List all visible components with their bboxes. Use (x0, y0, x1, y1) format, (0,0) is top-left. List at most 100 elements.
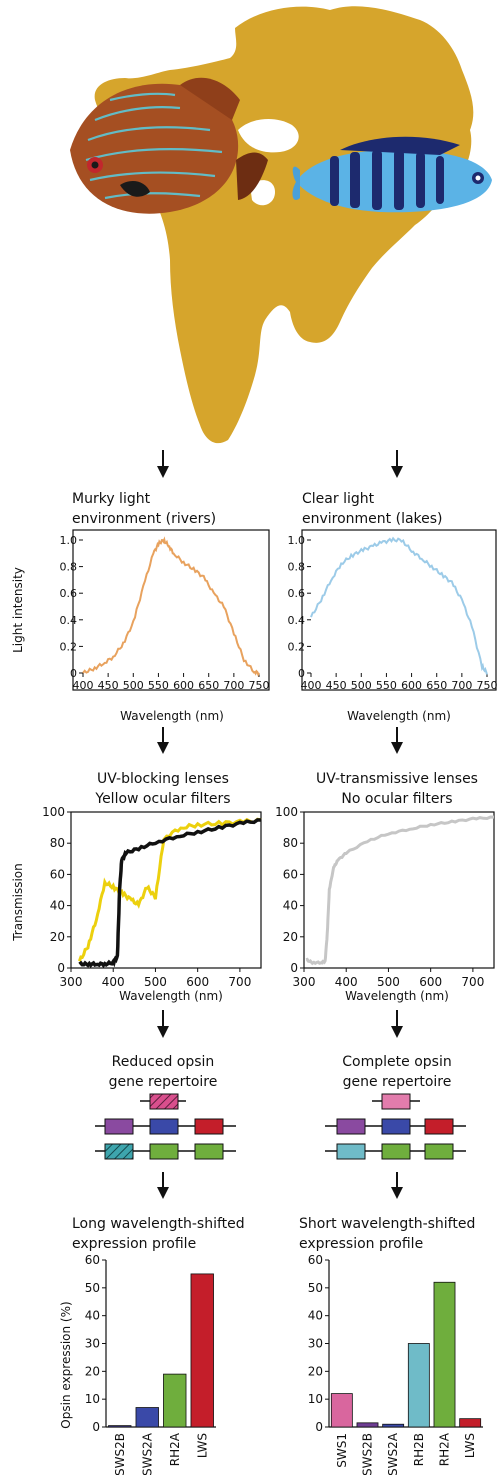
y-tick-label: 30 (308, 1337, 323, 1351)
opsin-gene-box (381, 1143, 411, 1160)
lens-right-title-1: UV-transmissive lenses (316, 771, 478, 787)
expression-left-title-2: expression profile (72, 1236, 196, 1252)
y-tick-label: 80 (50, 836, 65, 850)
bar-category-label: LWS (463, 1433, 477, 1458)
opsin-gene-box (194, 1143, 224, 1160)
bar (108, 1425, 132, 1428)
env-right-title-1: Clear light (302, 491, 375, 507)
bar-category-label: RH2B (412, 1433, 426, 1466)
y-tick-label: 1.0 (60, 534, 78, 547)
light-right-frame (301, 529, 497, 691)
y-tick-label: 100 (275, 805, 298, 819)
expression-ylabel: Opsin expression (%) (59, 1301, 73, 1428)
x-tick-label: 700 (451, 679, 472, 692)
bar (382, 1423, 405, 1428)
x-tick-label: 400 (73, 679, 94, 692)
x-tick-label: 700 (461, 975, 484, 989)
opsin-gene-box (104, 1118, 134, 1135)
opsin-gene-box (149, 1143, 179, 1160)
trans-right-xlabel: Wavelength (nm) (345, 989, 449, 1003)
plot-frame (303, 811, 495, 969)
bar (330, 1393, 353, 1428)
x-tick-label: 400 (335, 975, 358, 989)
x-tick-label: 500 (144, 975, 167, 989)
x-tick-label: 300 (293, 975, 316, 989)
y-tick-label: 20 (308, 1364, 323, 1378)
light-right-series-line (310, 536, 488, 675)
x-tick-label: 450 (98, 679, 119, 692)
lens-right-title-2: No ocular filters (341, 791, 452, 807)
y-tick-label: 0 (290, 961, 298, 975)
y-tick-label: 0.6 (288, 587, 306, 600)
bar-category-label: RH2A (168, 1432, 182, 1466)
opsin-gene-box (194, 1118, 224, 1135)
bar (433, 1281, 456, 1428)
y-tick-label: 20 (283, 930, 298, 944)
expression-left-title-1: Long wavelength-shifted (72, 1216, 245, 1232)
y-tick-label: 50 (308, 1281, 323, 1295)
light-left-axes: 0 0.2 0.4 0.6 0.8 1.0 400 450 500 550 600 650 700 750 (60, 534, 270, 692)
opsin-right-title-1: Complete opsin (342, 1054, 451, 1070)
x-tick-label: 650 (198, 679, 219, 692)
transmission-left-black-line (78, 818, 262, 968)
y-tick-label: 60 (308, 1253, 323, 1267)
map-illustration (94, 6, 474, 444)
expression-left-bar-chart: 0 10 20 30 40 50 60 SWS2B SWS2A RH2A LWS (85, 1253, 216, 1475)
x-tick-label: 400 (301, 679, 322, 692)
x-tick-label: 550 (376, 679, 397, 692)
y-tick-label: 80 (283, 836, 298, 850)
plot-frame (70, 811, 262, 969)
opsin-gene-box (336, 1143, 366, 1160)
env-right-title-2: environment (lakes) (302, 511, 443, 527)
bar-category-label: SWS1 (335, 1433, 349, 1468)
y-tick-label: 40 (85, 1309, 100, 1323)
x-tick-label: 650 (426, 679, 447, 692)
x-tick-label: 600 (186, 975, 209, 989)
light-left-frame (72, 529, 270, 691)
x-tick-label: 550 (148, 679, 169, 692)
x-tick-label: 700 (223, 679, 244, 692)
y-tick-label: 0 (57, 961, 65, 975)
bar-category-label: SWS2A (140, 1432, 154, 1475)
lake-fish-illustration (292, 136, 492, 213)
y-tick-label: 10 (308, 1392, 323, 1406)
y-tick-label: 0.8 (60, 561, 78, 574)
lens-left-title-1: UV-blocking lenses (97, 771, 229, 787)
light-left-xlabel: Wavelength (nm) (120, 709, 224, 723)
y-tick-label: 100 (42, 805, 65, 819)
trans-left-xlabel: Wavelength (nm) (119, 989, 223, 1003)
x-tick-label: 600 (173, 679, 194, 692)
bar-category-label: LWS (195, 1433, 209, 1458)
bar (356, 1422, 379, 1428)
opsin-right-title-2: gene repertoire (343, 1074, 452, 1090)
light-right-xlabel: Wavelength (nm) (347, 709, 451, 723)
y-tick-label: 40 (283, 899, 298, 913)
arrow-down-icon (157, 450, 169, 478)
expression-right-title-2: expression profile (299, 1236, 423, 1252)
arrow-down-icon (157, 1172, 169, 1199)
y-tick-label: 1.0 (288, 534, 306, 547)
arrow-down-icon (157, 1010, 169, 1038)
y-tick-label: 10 (85, 1392, 100, 1406)
y-tick-label: 0.4 (288, 614, 306, 627)
y-tick-label: 60 (50, 867, 65, 881)
river-fish-illustration (70, 77, 268, 214)
x-tick-label: 600 (401, 679, 422, 692)
opsin-gene-box (424, 1118, 454, 1135)
y-tick-label: 40 (308, 1309, 323, 1323)
bar-category-label: RH2A (438, 1432, 452, 1466)
y-tick-label: 20 (85, 1364, 100, 1378)
x-tick-label: 750 (249, 679, 270, 692)
bar-category-label: SWS2B (113, 1433, 127, 1475)
x-tick-label: 400 (102, 975, 125, 989)
transmission-right-grey-line (305, 815, 495, 966)
y-tick-label: 30 (85, 1337, 100, 1351)
x-tick-label: 700 (228, 975, 251, 989)
bar (163, 1373, 187, 1428)
opsin-gene-box (149, 1118, 179, 1135)
y-tick-label: 0 (315, 1420, 323, 1434)
y-tick-label: 0 (70, 667, 77, 680)
y-tick-label: 0.2 (60, 640, 78, 653)
y-tick-label: 50 (85, 1281, 100, 1295)
